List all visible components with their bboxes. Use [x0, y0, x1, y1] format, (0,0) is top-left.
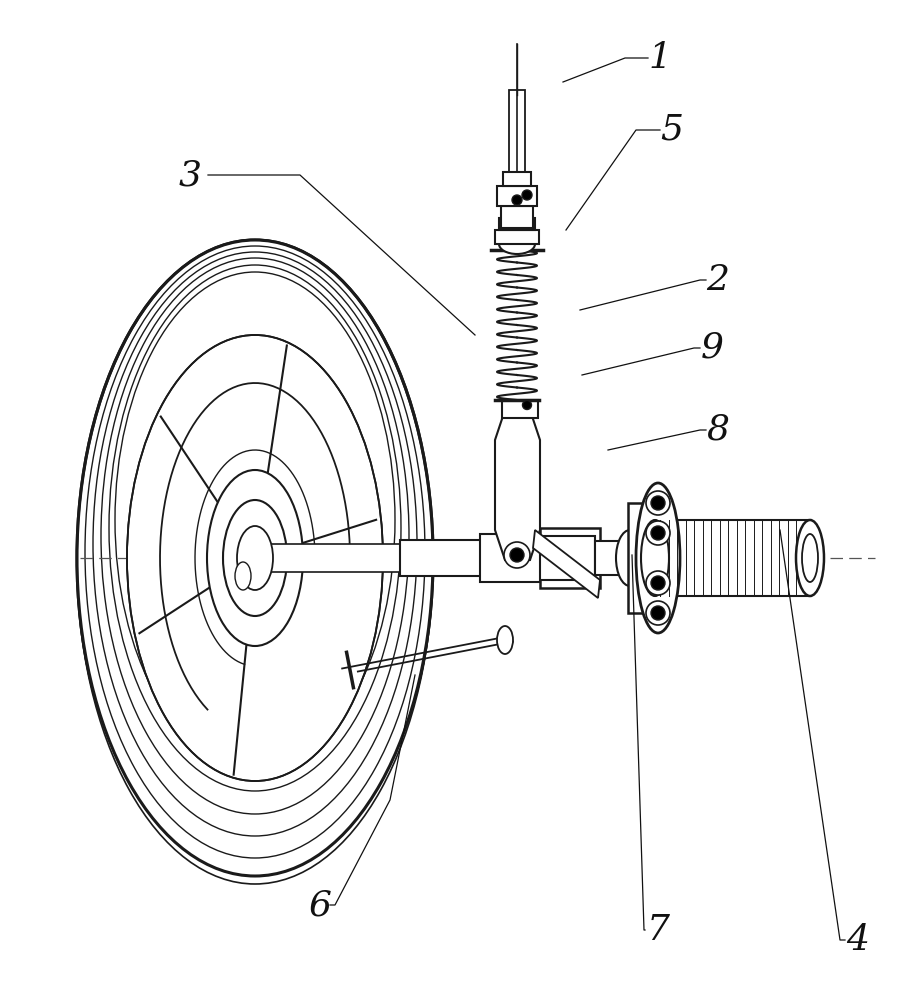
Bar [502, 400, 538, 418]
Ellipse shape [795, 520, 823, 596]
Circle shape [651, 606, 664, 620]
Bar [480, 534, 544, 582]
Bar [400, 540, 484, 576]
Text: 5: 5 [660, 113, 683, 147]
Circle shape [651, 496, 664, 510]
Text: 3: 3 [178, 158, 201, 192]
Ellipse shape [222, 500, 287, 616]
Bar [628, 503, 663, 613]
Ellipse shape [237, 526, 273, 590]
Ellipse shape [77, 240, 433, 884]
Circle shape [509, 548, 524, 562]
Ellipse shape [496, 626, 513, 654]
Circle shape [651, 526, 664, 540]
Bar [539, 528, 599, 588]
Bar [595, 541, 630, 575]
Circle shape [512, 195, 521, 205]
Circle shape [651, 576, 664, 590]
Bar [496, 186, 537, 206]
Circle shape [645, 491, 669, 515]
Bar [504, 206, 529, 218]
Text: 4: 4 [845, 923, 868, 957]
Text: 1: 1 [648, 41, 671, 75]
Circle shape [645, 571, 669, 595]
Circle shape [521, 190, 531, 200]
Ellipse shape [77, 240, 433, 876]
Text: 8: 8 [706, 413, 729, 447]
Ellipse shape [616, 530, 643, 586]
Circle shape [645, 601, 669, 625]
Ellipse shape [207, 470, 302, 646]
Circle shape [522, 401, 531, 410]
Ellipse shape [498, 234, 535, 254]
Ellipse shape [641, 520, 668, 596]
Bar [498, 218, 535, 230]
Text: 9: 9 [699, 331, 722, 365]
Polygon shape [494, 410, 539, 560]
Circle shape [645, 521, 669, 545]
Bar [539, 536, 595, 580]
Ellipse shape [635, 483, 679, 633]
Polygon shape [532, 530, 599, 598]
Bar [250, 544, 404, 572]
Ellipse shape [801, 534, 817, 582]
Text: 7: 7 [646, 913, 669, 947]
Circle shape [504, 542, 529, 568]
Ellipse shape [234, 562, 251, 590]
Ellipse shape [85, 240, 425, 852]
Ellipse shape [127, 335, 382, 781]
Text: 6: 6 [308, 888, 331, 922]
Ellipse shape [93, 240, 416, 820]
Bar [654, 520, 809, 596]
Text: 2: 2 [706, 263, 729, 297]
Bar [503, 172, 530, 186]
Bar [508, 90, 525, 206]
Bar [494, 230, 539, 244]
Bar [501, 206, 532, 228]
